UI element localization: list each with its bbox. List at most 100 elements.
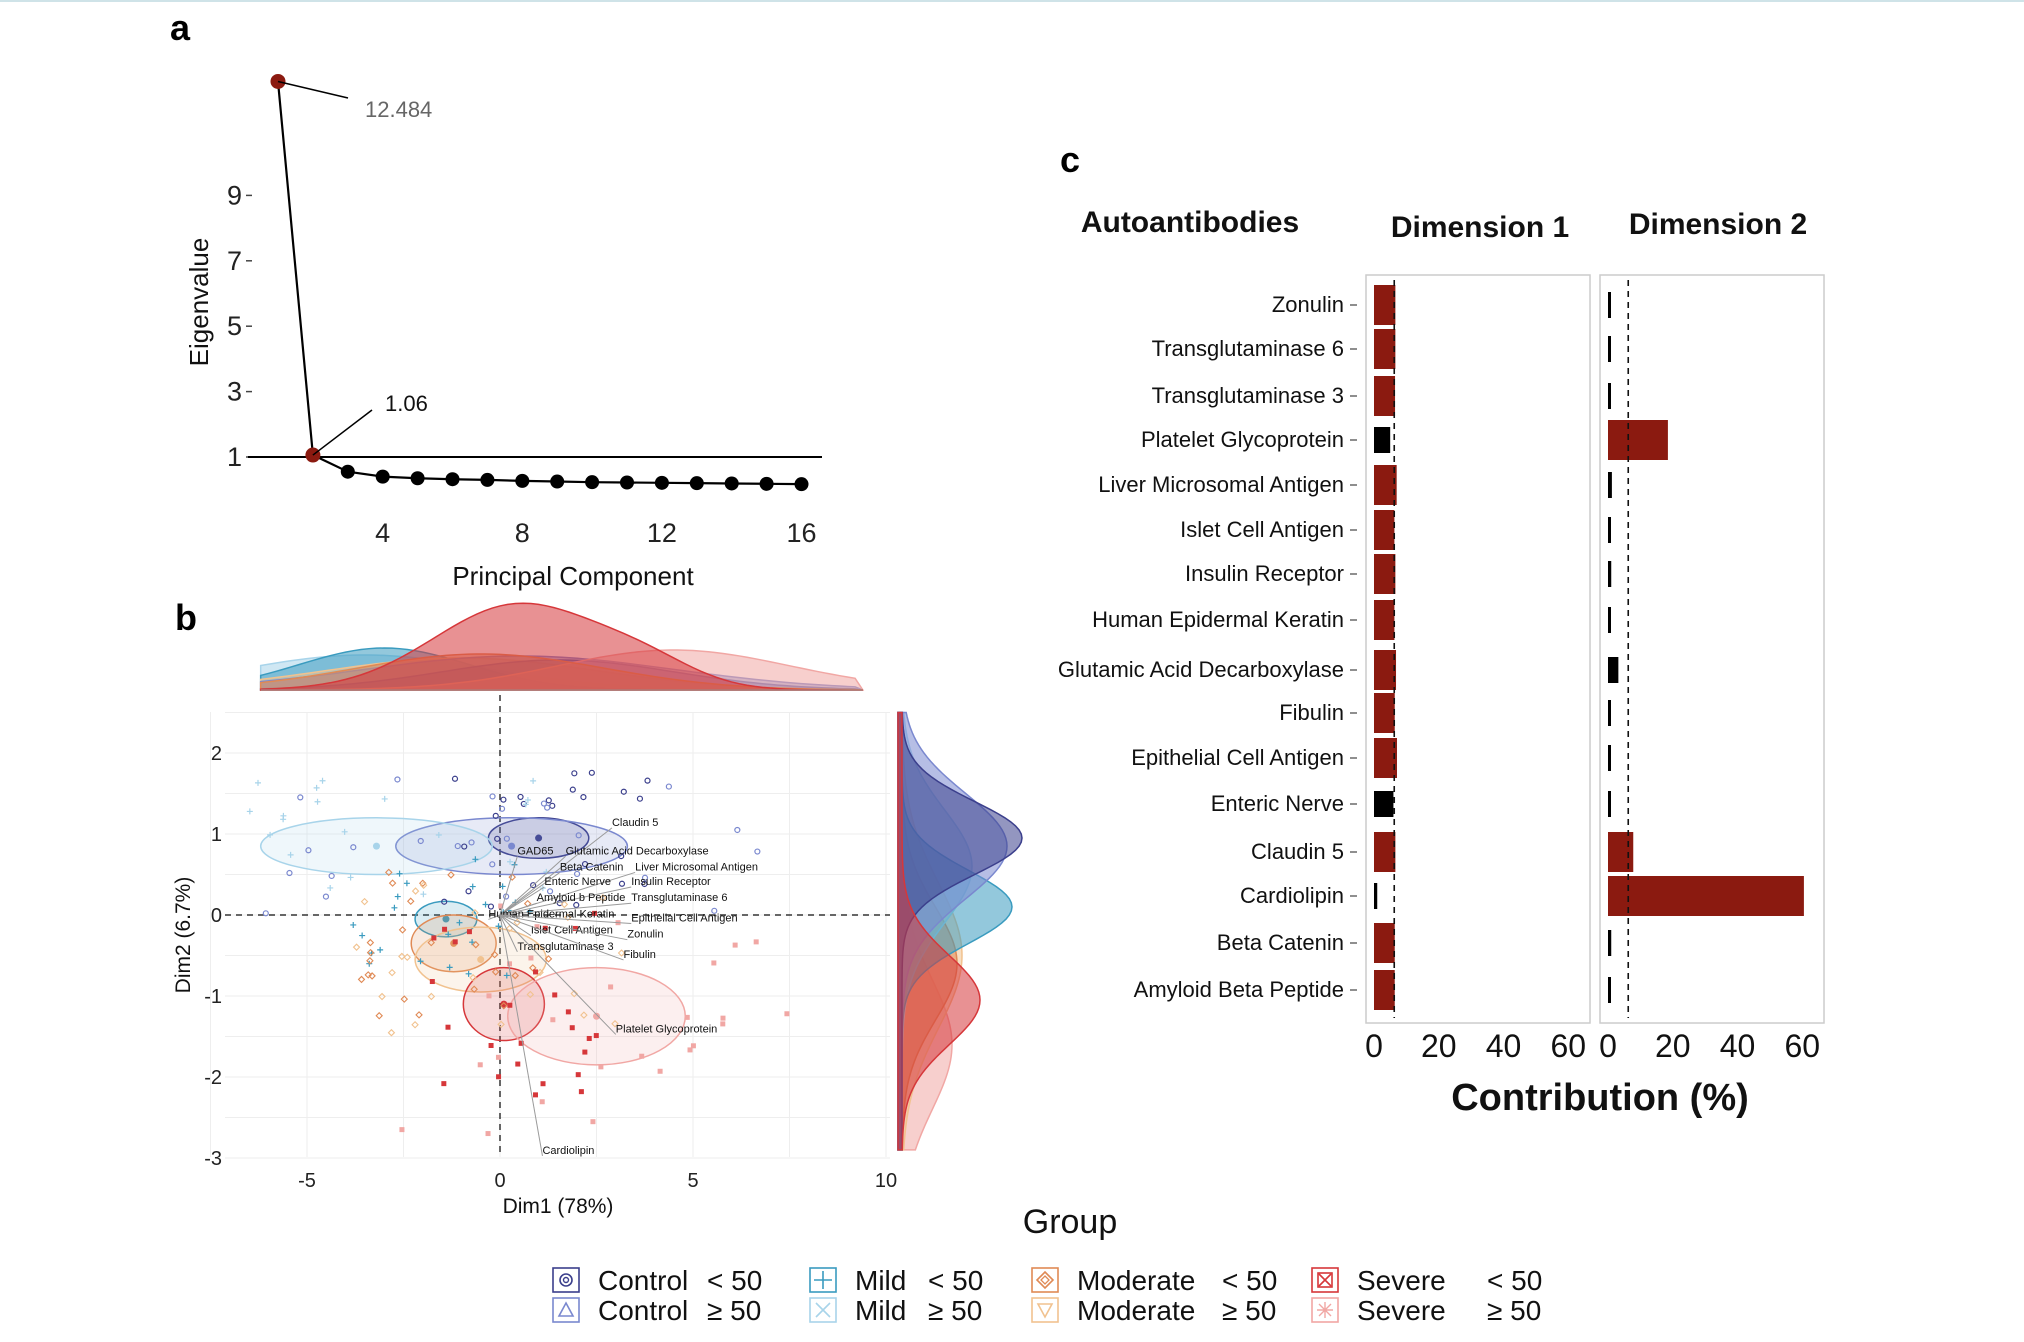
point-circle xyxy=(530,882,537,889)
contribution-bar xyxy=(1374,970,1395,1010)
point-diamond xyxy=(366,957,374,965)
point-square xyxy=(532,1092,538,1098)
legend-group-label: Mild xyxy=(855,1295,906,1326)
point-triangle xyxy=(540,800,548,807)
scree-point xyxy=(515,473,530,488)
group-ellipses xyxy=(259,817,687,1066)
scree-point xyxy=(759,476,774,491)
point-triangle xyxy=(711,907,718,914)
autoantibody-label: Claudin 5 xyxy=(1251,839,1344,864)
scree-x-axis-label: Principal Component xyxy=(452,561,694,591)
point-triangle xyxy=(454,842,461,850)
point-plus xyxy=(417,958,424,965)
point-diamond xyxy=(378,992,386,1001)
group-centroid xyxy=(500,1000,508,1008)
point-diamond xyxy=(357,975,366,984)
point-circle xyxy=(588,769,595,776)
contribution-bar xyxy=(1608,472,1612,498)
point-plus xyxy=(420,891,427,898)
point-diamond xyxy=(411,887,420,895)
point-triangle xyxy=(498,805,506,812)
point-triangle xyxy=(503,835,510,842)
point-square xyxy=(657,1068,663,1074)
contribution-bar xyxy=(1608,791,1611,817)
point-diamond xyxy=(513,918,522,927)
point-plus xyxy=(482,901,489,908)
group-legend: Group Control < 50 Control ≥ 50 Mild < 50 Mild… xyxy=(552,1203,1542,1326)
point-diamond xyxy=(360,897,369,906)
point-triangle xyxy=(734,826,741,834)
autoantibody-label: Platelet Glycoprotein xyxy=(1141,427,1344,452)
point-plus xyxy=(350,921,357,928)
scree-point xyxy=(340,464,355,479)
contribution-bar xyxy=(1608,876,1804,916)
scree-point xyxy=(794,477,809,492)
legend-group-label: Severe xyxy=(1357,1295,1446,1326)
point-square xyxy=(488,1042,494,1048)
contribution-bar xyxy=(1374,600,1395,640)
point-square xyxy=(732,942,738,948)
scree-y-tick: 1 xyxy=(227,442,242,472)
biplot-y-tick: 0 xyxy=(211,905,222,927)
point-square xyxy=(684,1014,690,1020)
variable-label: Liver Microsomal Antigen xyxy=(635,861,758,873)
panel-letter-c: c xyxy=(1060,139,1080,180)
scree-point xyxy=(480,472,495,487)
point-square xyxy=(586,1035,592,1041)
point-plus xyxy=(394,893,401,900)
contribution-bar xyxy=(1608,745,1611,771)
top-density xyxy=(259,602,865,691)
autoantibody-label: Liver Microsomal Antigen xyxy=(1098,472,1344,497)
point-circle xyxy=(644,777,651,784)
point-square xyxy=(485,1131,491,1137)
point-square xyxy=(539,1099,545,1105)
contribution-x-tick: 40 xyxy=(1486,1028,1522,1064)
point-triangle xyxy=(328,872,335,880)
point-circle xyxy=(441,898,448,905)
point-square xyxy=(565,1009,571,1015)
point-diamond xyxy=(398,926,407,934)
scree-x-tick: 8 xyxy=(515,518,530,548)
legend-group-label: Mild xyxy=(855,1265,906,1296)
point-diamond xyxy=(617,949,626,957)
point-plus xyxy=(530,777,537,784)
point-triangle xyxy=(394,776,401,783)
point-square xyxy=(572,925,578,931)
point-diamond xyxy=(411,1020,419,1029)
biplot-x-tick: 0 xyxy=(494,1170,505,1192)
biplot-x-axis-label: Dim1 (78%) xyxy=(503,1195,614,1218)
biplot-y-tick: -2 xyxy=(204,1067,222,1089)
scree-plot-area: 12.484 1.06 xyxy=(248,73,822,492)
biplot-x-tick: 10 xyxy=(875,1170,897,1192)
point-square xyxy=(466,929,472,935)
group-centroid xyxy=(535,834,543,842)
legend-title: Group xyxy=(1023,1203,1118,1241)
point-diamond xyxy=(419,881,428,890)
point-diamond xyxy=(406,897,415,905)
point-diamond xyxy=(398,952,406,961)
point-circle xyxy=(494,835,501,842)
point-circle xyxy=(581,860,589,868)
point-square xyxy=(578,1089,584,1095)
group-centroid xyxy=(442,915,450,923)
point-plus xyxy=(267,831,274,838)
point-square xyxy=(528,955,534,961)
point-triangle xyxy=(754,848,761,855)
autoantibody-label: Enteric Nerve xyxy=(1211,791,1344,816)
legend-symbol xyxy=(557,1301,575,1317)
point-plus xyxy=(403,880,410,887)
contribution-x-tick: 20 xyxy=(1655,1028,1691,1064)
variable-label: Epithelial Cell Antigen xyxy=(631,912,737,924)
variable-arrow xyxy=(499,827,613,916)
point-square xyxy=(445,1024,451,1030)
point-triangle xyxy=(489,793,496,800)
biplot-y-tick: -1 xyxy=(204,986,222,1008)
contribution-bar xyxy=(1374,376,1396,416)
variable-arrow xyxy=(488,914,501,920)
point-diamond xyxy=(472,940,480,949)
legend-symbol xyxy=(562,1276,570,1284)
scree-point xyxy=(585,475,600,490)
double-circle-icon xyxy=(552,1267,580,1293)
contribution-x-tick: 40 xyxy=(1720,1028,1756,1064)
legend-symbol xyxy=(1318,1273,1332,1287)
